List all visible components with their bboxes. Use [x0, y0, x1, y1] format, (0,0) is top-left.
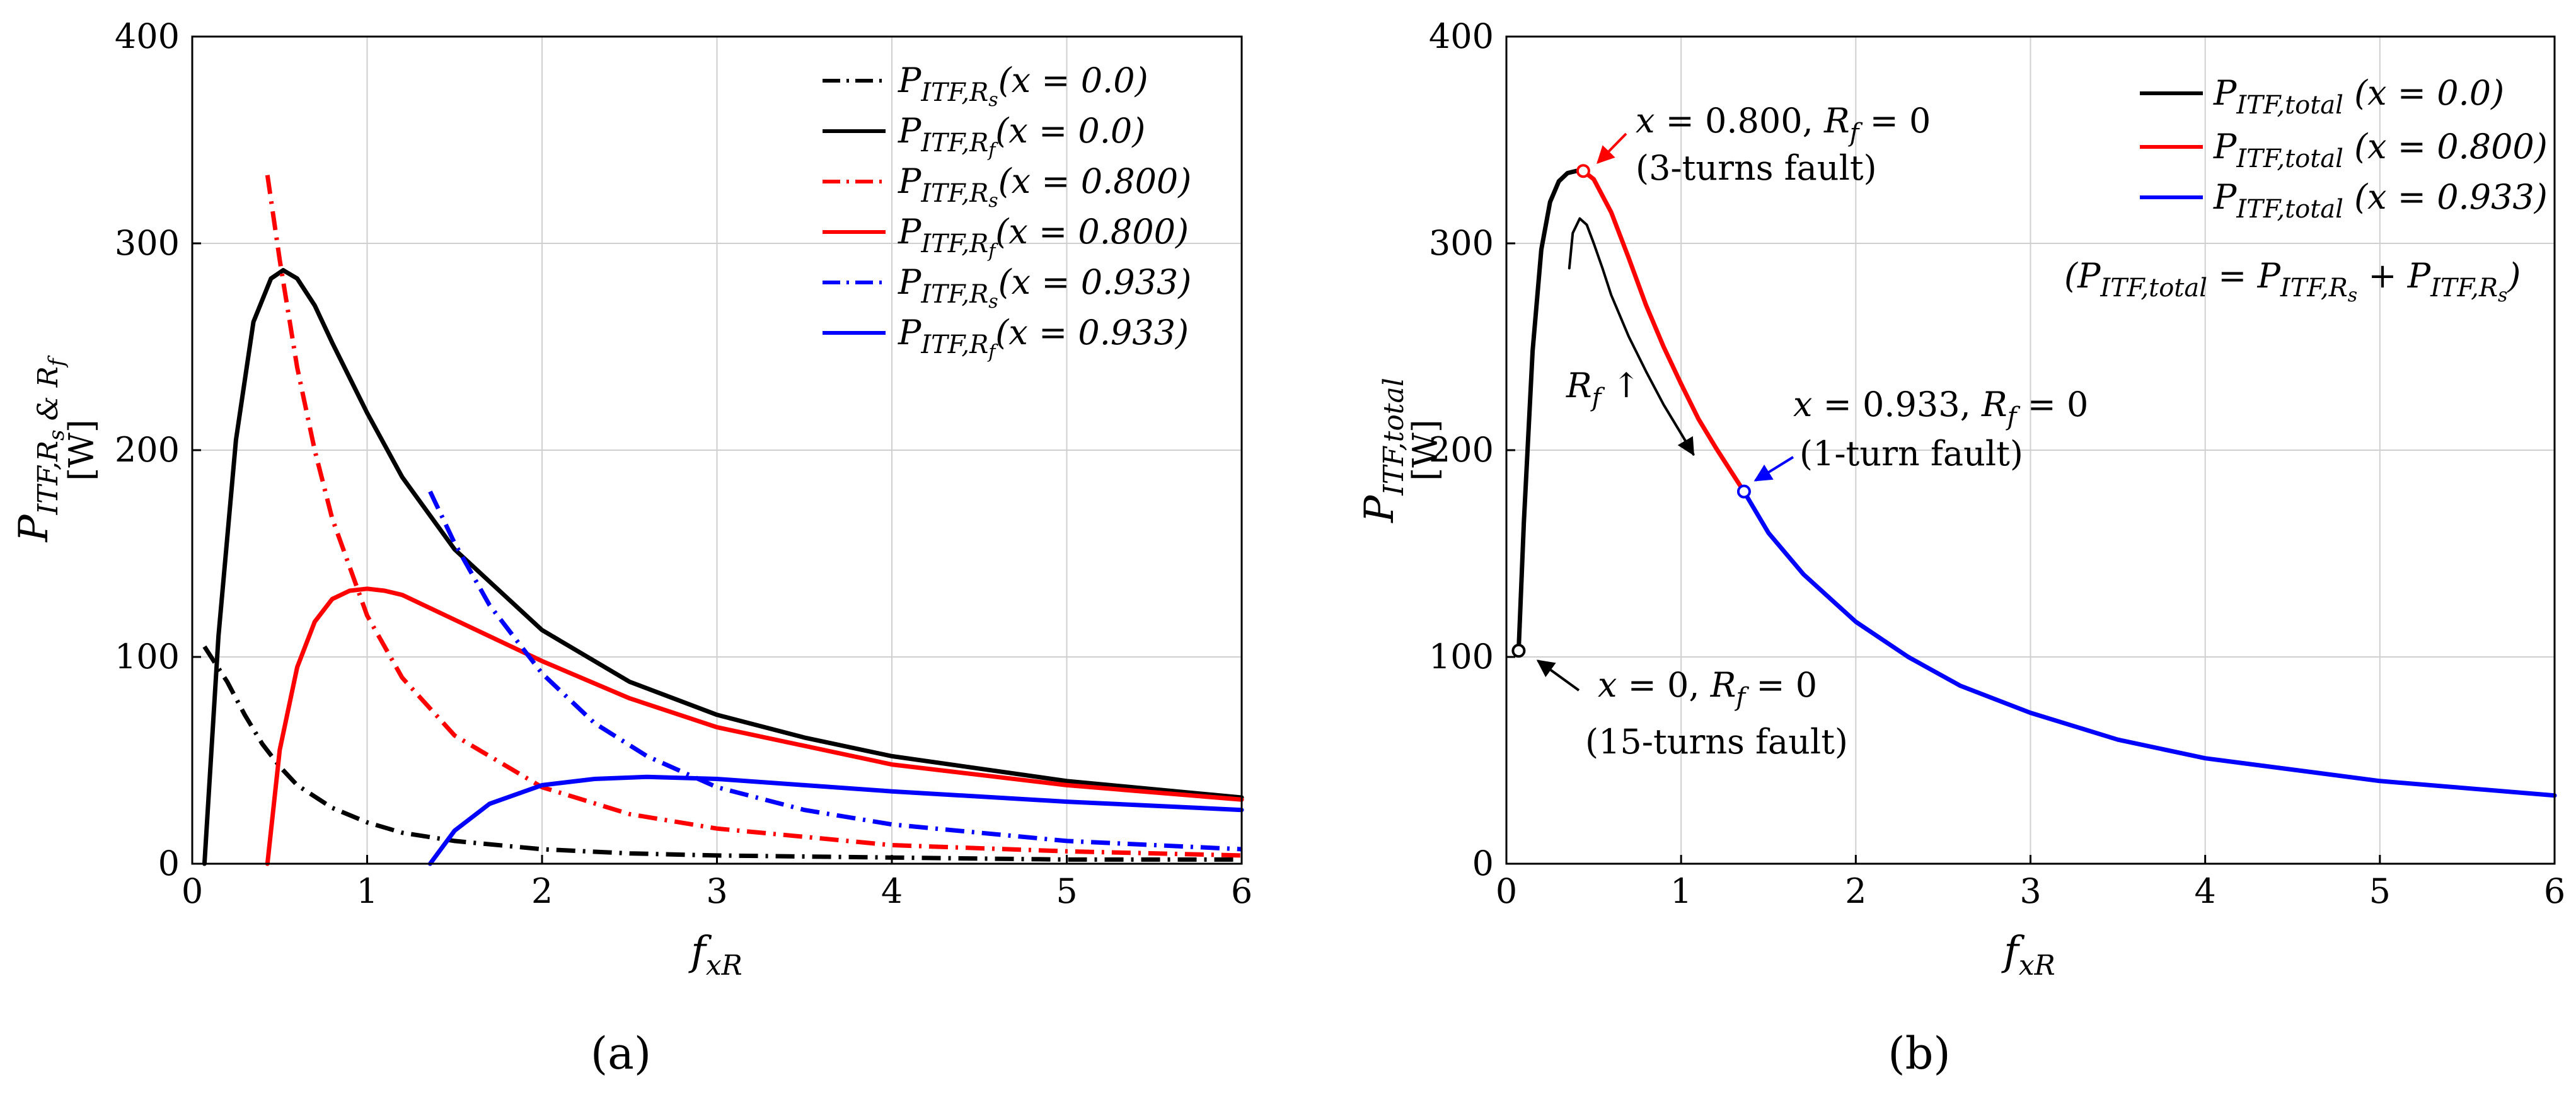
legend-item: PITF,Rf(x = 0.0)	[823, 111, 1145, 161]
panel-a-grid	[192, 37, 1242, 864]
x-tick-label: 5	[2369, 871, 2391, 911]
x-tick-label: 4	[2194, 871, 2215, 911]
annotation-1-turn: x = 0.933, Rf = 0 (1-turn fault)	[1753, 385, 2088, 482]
svg-text:PITF,Rf(x = 0.933): PITF,Rf(x = 0.933)	[898, 313, 1189, 363]
panel-a-series	[202, 175, 1244, 866]
panel-b-xlabel: fxR	[2001, 928, 2055, 982]
series-line	[202, 645, 1242, 862]
x-tick-label: 3	[2019, 871, 2041, 911]
svg-text:PITF,Rf(x = 0.0): PITF,Rf(x = 0.0)	[898, 111, 1145, 161]
x-tick-label: 2	[1845, 871, 1866, 911]
svg-text:PITF,Rf(x = 0.800): PITF,Rf(x = 0.800)	[898, 212, 1189, 262]
legend-item: PITF,Rf(x = 0.933)	[823, 313, 1189, 363]
series-line	[1741, 489, 2557, 798]
svg-text:(15-turns fault): (15-turns fault)	[1585, 722, 1848, 762]
svg-text:PITF,Rs(x = 0.0): PITF,Rs(x = 0.0)	[898, 61, 1148, 111]
y-tick-label: 100	[115, 637, 180, 676]
svg-text:(1-turn fault): (1-turn fault)	[1799, 434, 2023, 473]
panel-b-ylabel-unit: [W]	[1406, 419, 1445, 481]
svg-text:Rf ↑: Rf ↑	[1566, 366, 1641, 412]
panel-b-points	[1511, 164, 1751, 658]
panel-b-equation: (PITF,total = PITF,Rs + PITF,Rs)	[2064, 256, 2521, 306]
rf-increase-arrow	[1568, 217, 1695, 456]
svg-text:PITF,total (x = 0.933): PITF,total (x = 0.933)	[2213, 177, 2548, 224]
annotation-3-turns: x = 0.800, Rf = 0 (3-turns fault)	[1597, 101, 1931, 188]
legend-item: PITF,Rs(x = 0.800)	[823, 161, 1191, 212]
chart-panel-a: 0 1 2 3 4 5 6 0 100 200 300 400 PITF,Rs & Rf [W] fx…	[11, 16, 1252, 1079]
series-line	[427, 774, 1244, 866]
svg-text:PITF,Rs(x = 0.800): PITF,Rs(x = 0.800)	[898, 161, 1191, 212]
y-tick-label: 400	[1429, 16, 1494, 56]
y-tick-label: 300	[115, 223, 180, 263]
svg-text:x = 0.933, Rf = 0: x = 0.933, Rf = 0	[1793, 385, 2088, 431]
annotation-rf-increase: Rf ↑	[1566, 366, 1641, 412]
panel-b-series	[1516, 168, 2557, 798]
panel-a-xlabel: fxR	[688, 928, 742, 982]
marker-point	[1576, 164, 1590, 178]
x-tick-label: 0	[1496, 871, 1517, 911]
marker-point	[1511, 644, 1526, 658]
panel-b-legend: PITF,total (x = 0.0) PITF,total (x = 0.8…	[2140, 73, 2548, 224]
x-tick-label: 1	[356, 871, 378, 911]
y-tick-label: 100	[1429, 637, 1494, 676]
panel-b-ticks: 0 1 2 3 4 5 6 0 100 200 300 400	[1429, 16, 2565, 911]
marker-point	[1736, 484, 1751, 499]
legend-item: PITF,Rs(x = 0.0)	[823, 61, 1148, 111]
panel-a-ylabel: PITF,Rs & Rf	[11, 355, 69, 542]
series-line	[265, 586, 1244, 866]
x-tick-label: 5	[1056, 871, 1077, 911]
series-line	[1516, 168, 1586, 653]
series-line	[265, 175, 1242, 858]
legend-item: PITF,total (x = 0.933)	[2140, 177, 2548, 224]
panel-a-ylabel-unit: [W]	[62, 419, 101, 481]
y-tick-label: 0	[158, 844, 180, 883]
svg-text:PITF,Rs(x = 0.933): PITF,Rs(x = 0.933)	[898, 262, 1191, 313]
x-tick-label: 2	[531, 871, 553, 911]
panel-a-label: (a)	[591, 1028, 651, 1079]
svg-text:x = 0, Rf = 0: x = 0, Rf = 0	[1598, 665, 1817, 712]
panel-a-ticks: 0 1 2 3 4 5 6 0 100 200 300 400	[115, 16, 1252, 911]
series-line	[1581, 168, 1747, 494]
x-tick-label: 4	[881, 871, 903, 911]
annotation-15-turns: x = 0, Rf = 0 (15-turns fault)	[1536, 659, 1848, 762]
y-tick-label: 300	[1429, 223, 1494, 263]
panel-b-label: (b)	[1888, 1028, 1950, 1079]
legend-item: PITF,Rf(x = 0.800)	[823, 212, 1189, 262]
y-tick-label: 400	[115, 16, 180, 56]
panel-a-legend: PITF,Rs(x = 0.0) PITF,Rf(x = 0.0) PITF,R…	[823, 61, 1191, 363]
y-tick-label: 0	[1472, 844, 1494, 883]
x-tick-label: 3	[706, 871, 727, 911]
y-tick-label: 200	[1429, 430, 1494, 470]
y-tick-label: 200	[115, 430, 180, 470]
x-tick-label: 6	[2544, 871, 2565, 911]
svg-text:PITF,total (x = 0.800): PITF,total (x = 0.800)	[2213, 127, 2548, 173]
series-line	[202, 268, 1244, 866]
legend-item: PITF,total (x = 0.0)	[2140, 73, 2504, 120]
svg-text:(3-turns fault): (3-turns fault)	[1636, 148, 1877, 188]
legend-item: PITF,Rs(x = 0.933)	[823, 262, 1191, 313]
panel-b-ylabel: PITF,total	[1356, 378, 1410, 523]
svg-text:PITF,total (x = 0.0): PITF,total (x = 0.0)	[2213, 73, 2504, 120]
series-line	[428, 490, 1242, 852]
x-tick-label: 0	[182, 871, 203, 911]
x-tick-label: 6	[1231, 871, 1252, 911]
svg-text:x = 0.800, Rf = 0: x = 0.800, Rf = 0	[1636, 101, 1931, 148]
x-tick-label: 1	[1670, 871, 1692, 911]
legend-item: PITF,total (x = 0.800)	[2140, 127, 2548, 173]
